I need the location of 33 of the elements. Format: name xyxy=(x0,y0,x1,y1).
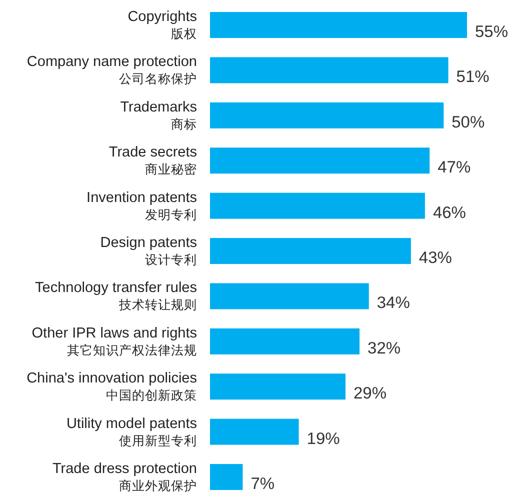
data-label: 46% xyxy=(432,204,466,222)
bar xyxy=(210,192,425,219)
bar xyxy=(210,148,430,174)
bar xyxy=(210,374,346,400)
bar xyxy=(210,102,444,128)
bar xyxy=(210,328,360,354)
y-tick-label: Utility model patents 使用新型专利 xyxy=(66,416,197,448)
y-tick-label: Technology transfer rules 技术转让规则 xyxy=(35,280,197,312)
y-tick-label: Trademarks 商标 xyxy=(120,99,197,132)
y-tick-label: Invention patents 发明专利 xyxy=(86,190,197,222)
bar xyxy=(210,57,448,84)
bar xyxy=(210,238,411,264)
bar xyxy=(210,283,369,310)
bar xyxy=(210,12,467,38)
data-label: 51% xyxy=(456,68,490,86)
data-label: 50% xyxy=(452,113,485,132)
y-tick-label: Copyrights 版权 xyxy=(128,9,197,41)
data-label: 29% xyxy=(354,384,387,403)
data-label: 47% xyxy=(438,158,471,177)
bar xyxy=(210,418,299,445)
data-label: 19% xyxy=(306,430,340,448)
data-label: 32% xyxy=(368,339,401,358)
bar xyxy=(210,464,243,490)
y-tick-label: Design patents 设计专利 xyxy=(100,235,197,267)
y-tick-label: Other IPR laws and rights 其它知识产权法律法规 xyxy=(32,325,197,358)
data-label: 43% xyxy=(418,249,452,267)
y-tick-label: Company name protection 公司名称保护 xyxy=(26,54,197,86)
y-tick-label: China's innovation policies 中国的创新政策 xyxy=(26,370,197,403)
y-tick-label: Trade secrets 商业秘密 xyxy=(108,144,197,177)
data-label: 7% xyxy=(250,475,275,493)
data-label: 34% xyxy=(376,294,410,312)
data-label: 55% xyxy=(475,23,508,41)
y-tick-label: Trade dress protection 商业外观保护 xyxy=(52,461,197,493)
